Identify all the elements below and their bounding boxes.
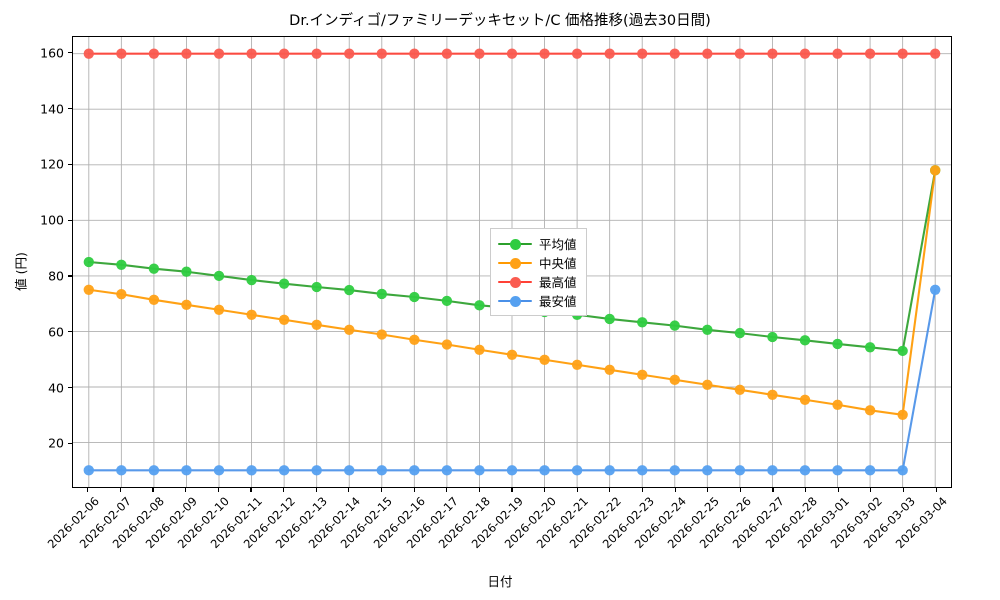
x-tick-mark [250,488,252,492]
legend-label: 最高値 [539,275,577,290]
legend-label: 中央値 [539,256,577,271]
y-tick-label: 60 [48,324,64,340]
y-tick-mark [68,52,72,54]
legend-item-4[interactable]: 最安値 [498,291,577,310]
legend-item-2[interactable]: 中央値 [498,253,577,272]
x-tick-mark [707,488,709,492]
x-tick-mark [544,488,546,492]
y-tick-mark [68,219,72,221]
x-tick-mark [609,488,611,492]
y-tick-label: 140 [40,101,64,117]
legend-label: 最安値 [539,294,577,309]
x-tick-mark [348,488,350,492]
x-tick-mark [413,488,415,492]
series-lines [83,48,941,476]
x-tick-mark [478,488,480,492]
x-tick-mark [511,488,513,492]
x-tick-mark [902,488,905,492]
x-tick-mark [119,488,122,492]
legend-item-1[interactable]: 平均値 [498,234,577,253]
y-tick-mark [68,331,72,333]
x-tick-mark [380,488,383,492]
x-tick-mark [87,488,89,492]
y-tick-label: 120 [40,156,64,172]
x-tick-mark [870,488,872,492]
y-tick-label: 100 [40,212,64,228]
x-tick-mark [805,488,807,492]
legend-label: 平均値 [539,237,577,252]
y-tick-mark [68,107,72,110]
x-tick-mark [641,488,644,492]
x-tick-mark [446,488,448,492]
y-tick-mark [68,275,72,277]
x-tick-mark [837,488,839,492]
legend-swatch-icon [498,237,532,251]
y-tick-mark [68,442,72,444]
y-tick-label: 80 [48,268,64,284]
y-tick-label: 40 [48,380,64,396]
x-axis-label: 日付 [487,574,513,589]
y-axis-label: 値 (円) [13,252,29,291]
x-tick-mark [283,488,285,492]
x-tick-mark [935,488,937,492]
legend-swatch-icon [498,256,532,270]
chart-legend[interactable]: 平均値中央値最高値最安値 [490,228,587,316]
chart-title: Dr.インディゴ/ファミリーデッキセット/C 価格推移(過去30日間) [289,13,711,29]
legend-swatch-icon [498,275,532,289]
x-tick-mark [185,488,187,492]
legend-swatch-icon [498,294,532,308]
x-tick-mark [674,488,676,492]
x-tick-mark [576,488,578,492]
x-tick-mark [772,488,774,492]
y-tick-label: 160 [40,45,64,61]
x-tick-mark [152,488,154,492]
x-tick-mark [217,488,219,492]
y-tick-label: 20 [48,435,64,451]
y-tick-mark [68,386,72,389]
x-tick-mark [739,488,741,492]
legend-item-3[interactable]: 最高値 [498,272,577,291]
y-tick-mark [68,163,72,165]
x-tick-mark [315,488,317,492]
